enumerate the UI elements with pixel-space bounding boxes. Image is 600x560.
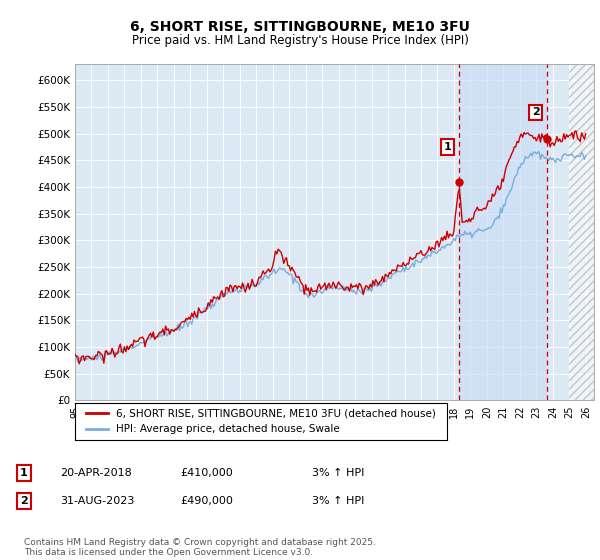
Text: 20-APR-2018: 20-APR-2018 [60, 468, 132, 478]
Text: HPI: Average price, detached house, Swale: HPI: Average price, detached house, Swal… [116, 424, 340, 435]
Text: Price paid vs. HM Land Registry's House Price Index (HPI): Price paid vs. HM Land Registry's House … [131, 34, 469, 46]
Text: 3% ↑ HPI: 3% ↑ HPI [312, 468, 364, 478]
Text: 31-AUG-2023: 31-AUG-2023 [60, 496, 134, 506]
Text: 2: 2 [532, 108, 540, 118]
Text: 2: 2 [20, 496, 28, 506]
Text: 1: 1 [443, 142, 451, 152]
Text: 3% ↑ HPI: 3% ↑ HPI [312, 496, 364, 506]
Text: 6, SHORT RISE, SITTINGBOURNE, ME10 3FU (detached house): 6, SHORT RISE, SITTINGBOURNE, ME10 3FU (… [116, 408, 436, 418]
Text: £410,000: £410,000 [180, 468, 233, 478]
Text: 1: 1 [20, 468, 28, 478]
Text: £490,000: £490,000 [180, 496, 233, 506]
Text: 6, SHORT RISE, SITTINGBOURNE, ME10 3FU: 6, SHORT RISE, SITTINGBOURNE, ME10 3FU [130, 20, 470, 34]
Text: Contains HM Land Registry data © Crown copyright and database right 2025.
This d: Contains HM Land Registry data © Crown c… [24, 538, 376, 557]
